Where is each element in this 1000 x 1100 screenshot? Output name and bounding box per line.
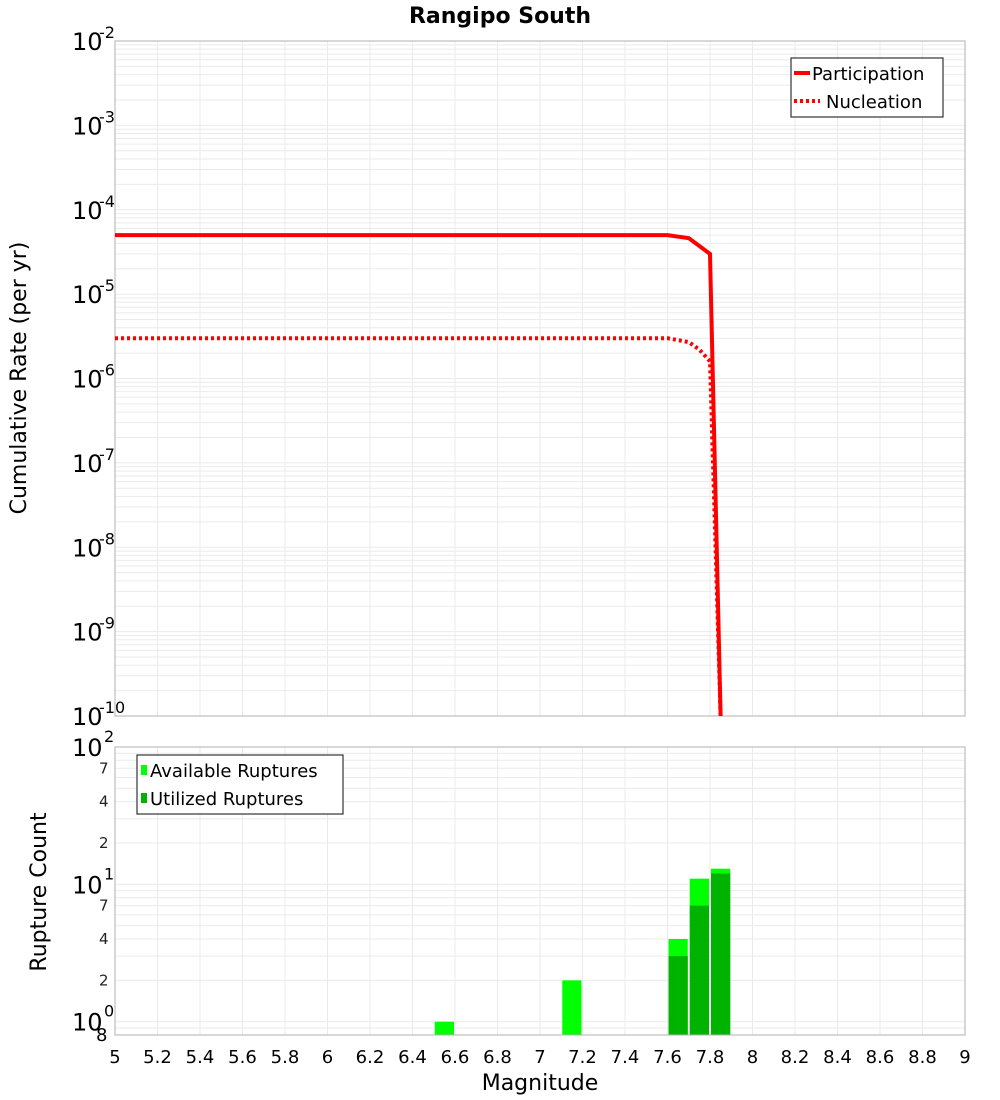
top-plot: 10-210-310-410-510-610-710-810-910-10 Cu… xyxy=(7,23,966,731)
y-tick-label: 10 xyxy=(72,450,103,478)
x-tick-label: 7.6 xyxy=(653,1047,682,1068)
bottom-legend-box xyxy=(136,754,344,815)
nucleation-line xyxy=(115,336,723,717)
participation-line xyxy=(115,233,723,717)
y-tick-label: 10 xyxy=(72,112,103,140)
y-minor-tick-label: 7 xyxy=(99,759,109,777)
utilized-bar xyxy=(668,956,688,1035)
x-tick-label: 6.4 xyxy=(398,1047,427,1068)
y-tick-label: 10 xyxy=(72,366,103,394)
y-tick-exponent: -3 xyxy=(99,107,115,126)
x-tick-label: 5.6 xyxy=(228,1047,257,1068)
x-axis-ticks: 5 5.2 5.4 5.6 5.8 6 6.2 6.4 6.6 6.8 7 7.2 7.4 7.6 7.8 8… xyxy=(109,1047,970,1068)
y-tick-exponent: 2 xyxy=(104,727,114,746)
x-tick-label: 8 xyxy=(747,1047,758,1068)
y-minor-tick-label: 4 xyxy=(99,793,109,811)
bottom-plot-frame xyxy=(114,746,966,1036)
utilized-bar xyxy=(711,873,731,1035)
x-tick-label: 6.8 xyxy=(483,1047,512,1068)
bottom-legend: Available Ruptures Utilized Ruptures xyxy=(136,754,344,815)
y-tick-label: 10 xyxy=(72,281,103,309)
x-tick-label: 7.4 xyxy=(611,1047,640,1068)
y-minor-tick-label: 2 xyxy=(99,971,109,989)
y-tick-exponent: -7 xyxy=(99,445,115,464)
x-tick-label: 5.4 xyxy=(186,1047,215,1068)
top-y-axis-label: Cumulative Rate (per yr) xyxy=(7,242,32,515)
y-tick-label: 10 xyxy=(72,197,103,225)
available-bar xyxy=(434,1021,454,1035)
y-minor-tick-label: 8 xyxy=(96,1025,107,1046)
y-tick-exponent: -2 xyxy=(99,23,115,42)
x-tick-label: 8.8 xyxy=(908,1047,937,1068)
y-minor-tick-label: 4 xyxy=(99,930,109,948)
top-plot-frame xyxy=(114,40,966,717)
legend-available-label: Available Ruptures xyxy=(150,761,318,782)
available-legend-swatch-icon xyxy=(141,765,147,775)
y-tick-exponent: -9 xyxy=(99,614,115,633)
y-tick-exponent: -6 xyxy=(99,361,115,380)
y-tick-exponent: -8 xyxy=(99,529,115,548)
available-bar xyxy=(562,980,582,1035)
x-tick-label: 8.4 xyxy=(823,1047,852,1068)
y-tick-label: 10 xyxy=(72,703,103,731)
y-tick-exponent: -4 xyxy=(99,192,115,211)
legend-utilized-label: Utilized Ruptures xyxy=(150,789,303,810)
y-minor-tick-label: 2 xyxy=(99,834,109,852)
x-tick-label: 7 xyxy=(534,1047,545,1068)
x-tick-label: 6.6 xyxy=(441,1047,470,1068)
y-tick-exponent: 1 xyxy=(104,864,114,883)
x-tick-label: 7.2 xyxy=(568,1047,597,1068)
y-tick-label: 10 xyxy=(72,734,103,762)
x-tick-label: 9 xyxy=(959,1047,970,1068)
x-tick-label: 5.8 xyxy=(271,1047,300,1068)
top-grid xyxy=(114,41,966,717)
x-axis-label: Magnitude xyxy=(482,1071,599,1096)
y-tick-label: 10 xyxy=(72,1009,103,1037)
rupture-bars xyxy=(434,868,731,1035)
bottom-y-axis-label: Rupture Count xyxy=(27,812,52,972)
y-tick-exponent: -10 xyxy=(99,698,125,717)
x-tick-label: 6.2 xyxy=(356,1047,385,1068)
x-tick-label: 6 xyxy=(322,1047,333,1068)
x-tick-label: 8.2 xyxy=(781,1047,810,1068)
utilized-legend-swatch-icon xyxy=(141,793,147,803)
x-tick-label: 5.2 xyxy=(143,1047,172,1068)
top-legend: Participation Nucleation xyxy=(790,57,944,118)
legend-participation-label: Participation xyxy=(812,64,924,85)
top-y-axis-ticks: 10-210-310-410-510-610-710-810-910-10 xyxy=(72,23,125,731)
x-tick-label: 8.6 xyxy=(866,1047,895,1068)
y-tick-exponent: -5 xyxy=(99,276,115,295)
y-tick-label: 10 xyxy=(72,28,103,56)
x-tick-label: 5 xyxy=(109,1047,120,1068)
y-tick-label: 10 xyxy=(72,534,103,562)
legend-nucleation-label: Nucleation xyxy=(826,92,922,113)
y-tick-exponent: 0 xyxy=(104,1002,114,1021)
y-tick-label: 10 xyxy=(72,871,103,899)
y-tick-label: 10 xyxy=(72,619,103,647)
x-tick-label: 7.8 xyxy=(696,1047,725,1068)
utilized-bar xyxy=(689,905,709,1035)
chart-title: Rangipo South xyxy=(409,4,591,29)
y-minor-tick-label: 7 xyxy=(99,897,109,915)
top-legend-box xyxy=(790,57,944,118)
